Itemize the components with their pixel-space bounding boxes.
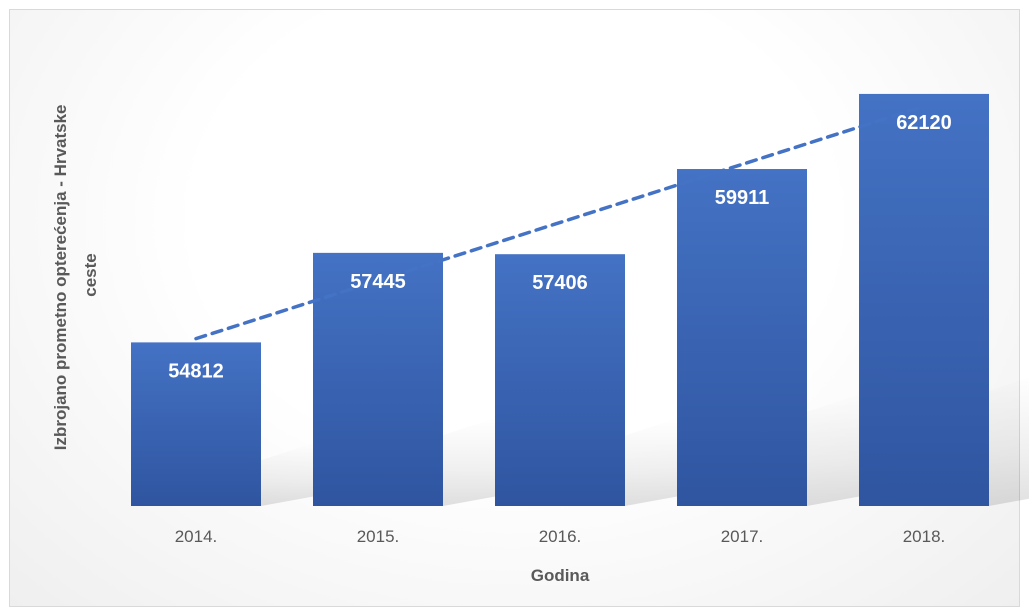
y-axis-title-line-1: Izbrojano prometno opterećenja - Hrvatsk… [51, 104, 70, 450]
bar-shadow [443, 417, 498, 506]
y-axis-title-line-2: ceste [81, 253, 100, 296]
bar-shadow [807, 394, 862, 506]
bar-shadow [625, 417, 680, 506]
bars-group [131, 94, 989, 506]
x-tick-label: 2015. [357, 527, 400, 546]
x-tick-labels: 2014. 2015. 2016. 2017. 2018. [175, 527, 946, 546]
data-label: 59911 [715, 187, 770, 209]
bar-shadow [989, 373, 1029, 506]
bar-shadow [261, 442, 316, 506]
y-axis-title: Izbrojano prometno opterećenja - Hrvatsk… [51, 100, 100, 450]
data-label: 57445 [350, 271, 406, 293]
data-label: 57406 [532, 272, 588, 294]
x-tick-label: 2016. [539, 527, 582, 546]
x-tick-label: 2017. [721, 527, 764, 546]
x-tick-label: 2014. [175, 527, 218, 546]
data-label: 54812 [168, 360, 224, 382]
bar-2018 [859, 94, 989, 506]
bar-2017 [677, 169, 807, 506]
x-tick-label: 2018. [903, 527, 946, 546]
data-label: 62120 [896, 112, 952, 134]
x-axis-title: Godina [531, 566, 590, 585]
